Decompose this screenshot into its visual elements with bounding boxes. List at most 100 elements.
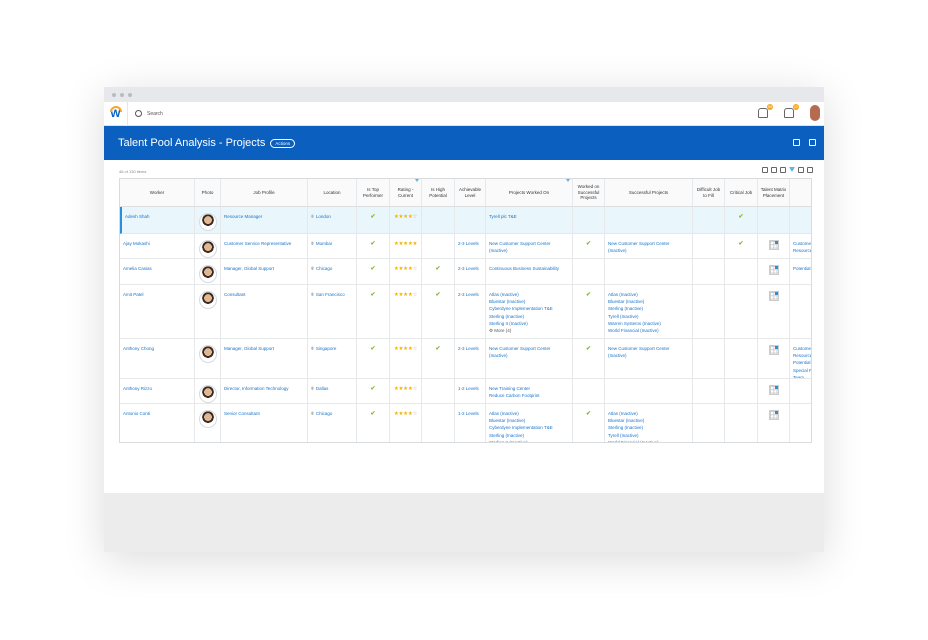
job-profile-link[interactable]: Customer Service Representative <box>224 241 292 246</box>
location-link[interactable]: ⬮ Mumbai <box>311 240 353 247</box>
successful-project-link[interactable]: World Financial (Inactive) <box>608 327 659 333</box>
table-row[interactable]: Ajay Mokashi Customer Service Representat… <box>120 234 811 259</box>
column-header[interactable]: Projects Worked On <box>486 179 573 206</box>
successful-project-link[interactable]: Bluestar (Inactive) <box>608 418 645 424</box>
successful-project-link[interactable]: Tyrell (Inactive) <box>608 432 639 438</box>
column-header[interactable]: Job Profile <box>221 179 308 206</box>
worker-photo[interactable] <box>198 410 217 428</box>
column-header[interactable]: Worker <box>120 179 195 206</box>
inbox-icon[interactable]: 12 <box>784 104 799 118</box>
extra-link[interactable]: Customer Resource <box>793 346 811 359</box>
excel-icon[interactable] <box>771 167 777 173</box>
successful-project-link[interactable]: Sterling (Inactive) <box>608 306 644 312</box>
column-header[interactable]: Is Top Performer <box>357 179 390 206</box>
project-link[interactable]: New Customer Support Center (Inactive) <box>489 346 551 359</box>
successful-project-link[interactable]: Sterling (Inactive) <box>608 425 644 431</box>
extra-link[interactable]: Potential I <box>793 360 811 366</box>
column-header[interactable]: Worked on Successful Projects <box>573 179 605 206</box>
worker-photo[interactable] <box>198 385 217 403</box>
table-row[interactable]: Anthony Rizzo Director, Information Techn… <box>120 379 811 404</box>
project-link[interactable]: Atlas (Inactive) <box>489 411 519 416</box>
print-icon[interactable] <box>809 139 816 146</box>
job-profile-link[interactable]: Manager, Global Support <box>224 346 275 351</box>
successful-project-link[interactable]: Bluestar (Inactive) <box>608 299 645 305</box>
worker-link[interactable]: Antonio Conti <box>123 411 151 416</box>
worker-link[interactable]: Anthony Chong <box>123 346 155 351</box>
project-link[interactable]: Cyberdyne Implementation T&E <box>489 306 553 312</box>
successful-project-link[interactable]: New Customer Support Center (Inactive) <box>608 346 670 359</box>
project-link[interactable]: Sterling II (Inactive) <box>489 439 528 443</box>
worker-link[interactable]: Amelia Casias <box>123 266 152 271</box>
column-header[interactable] <box>790 179 811 206</box>
location-link[interactable]: ⬮ London <box>311 213 353 220</box>
column-header[interactable]: Photo <box>195 179 221 206</box>
worker-link[interactable]: Anthony Rizzo <box>123 386 153 391</box>
table-row[interactable]: Amelia Casias Manager, Global Support ⬮ Chi… <box>120 259 811 285</box>
column-header[interactable]: Is High Potential <box>422 179 455 206</box>
job-profile-link[interactable]: Resource Manager <box>224 214 263 219</box>
column-header[interactable]: Talent Matrix Placement <box>758 179 790 206</box>
location-link[interactable]: ⬮ Chicago <box>311 265 353 272</box>
column-header[interactable]: Achievable Level <box>455 179 486 206</box>
project-link[interactable]: Atlas (Inactive) <box>489 292 519 297</box>
worker-photo[interactable] <box>198 213 217 231</box>
job-profile-link[interactable]: Manager, Global Support <box>224 266 275 271</box>
project-link[interactable]: Continuous Business Sustainability <box>489 266 560 271</box>
project-link[interactable]: Reduce Carbon Footprint <box>489 393 540 399</box>
achievable-level-link[interactable]: 2-3 Levels <box>458 346 479 351</box>
table-row[interactable]: Antonio Conti Senior Consultant ⬮ Chicago ✔ ★… <box>120 404 811 443</box>
talent-matrix-icon[interactable] <box>768 240 779 250</box>
worker-link[interactable]: Ajay Mokashi <box>123 241 150 246</box>
worker-photo[interactable] <box>198 240 217 258</box>
location-link[interactable]: ⬮ Singapore <box>311 345 353 352</box>
column-header[interactable]: Difficult Job to Fill <box>693 179 725 206</box>
worker-link[interactable]: Amit Patel <box>123 292 144 297</box>
column-header[interactable]: Critical Job <box>725 179 758 206</box>
location-link[interactable]: ⬮ San Francisco <box>311 291 353 298</box>
worker-photo[interactable] <box>198 345 217 363</box>
columns-icon[interactable] <box>798 167 804 173</box>
extra-link[interactable]: Customer Resource <box>793 241 811 254</box>
achievable-level-link[interactable]: 1-2 Levels <box>458 386 479 391</box>
more-link[interactable]: ⚙ More (4) <box>489 327 512 333</box>
table-row[interactable]: Amit Patel Consultant ⬮ San Francisco ✔ ★★★★☆… <box>120 285 811 339</box>
achievable-level-link[interactable]: 2-3 Levels <box>458 292 479 297</box>
search-input[interactable]: Search <box>135 110 163 117</box>
fullscreen-icon[interactable] <box>807 167 813 173</box>
successful-project-link[interactable]: Warren Systems (Inactive) <box>608 320 661 326</box>
worker-link[interactable]: Adesh Shah <box>125 214 150 219</box>
extra-link[interactable]: Potential I <box>793 266 811 271</box>
talent-matrix-icon[interactable] <box>768 385 779 395</box>
column-header[interactable]: Successful Projects <box>605 179 693 206</box>
actions-button[interactable]: Actions <box>270 138 296 148</box>
workday-logo[interactable]: W <box>104 101 128 126</box>
job-profile-link[interactable]: Consultant <box>224 292 246 297</box>
extra-link[interactable]: Special Pr Team <box>793 367 811 378</box>
table-row[interactable]: Anthony Chong Manager, Global Support ⬮ Sin… <box>120 339 811 379</box>
worker-photo[interactable] <box>198 291 217 309</box>
talent-matrix-icon[interactable] <box>768 265 779 275</box>
pdf-icon[interactable] <box>780 167 786 173</box>
bell-icon[interactable]: 99 <box>758 104 773 118</box>
achievable-level-link[interactable]: 2-3 Levels <box>458 266 479 271</box>
job-profile-link[interactable]: Senior Consultant <box>224 411 260 416</box>
export-excel-icon[interactable] <box>793 139 800 146</box>
project-link[interactable]: Bluestar (Inactive) <box>489 418 526 424</box>
column-header[interactable]: Rating - Current <box>390 179 422 206</box>
successful-project-link[interactable]: Atlas (Inactive) <box>608 292 638 297</box>
location-link[interactable]: ⬮ Chicago <box>311 410 353 417</box>
location-link[interactable]: ⬮ Dallas <box>311 385 353 392</box>
tag-icon[interactable] <box>762 167 768 173</box>
project-link[interactable]: New Training Center <box>489 386 531 391</box>
table-row[interactable]: Adesh Shah Resource Manager ⬮ London ✔ ★★★★☆ T… <box>120 207 811 234</box>
job-profile-link[interactable]: Director, Information Technology <box>224 386 289 391</box>
column-header[interactable]: Location <box>308 179 357 206</box>
project-link[interactable]: Sterling II (Inactive) <box>489 320 528 326</box>
talent-matrix-icon[interactable] <box>768 291 779 301</box>
achievable-level-link[interactable]: 1-2 Levels <box>458 411 479 416</box>
project-link[interactable]: Bluestar (Inactive) <box>489 299 526 305</box>
successful-project-link[interactable]: World Financial (Inactive) <box>608 439 659 443</box>
worker-photo[interactable] <box>198 265 217 283</box>
user-avatar[interactable] <box>810 105 820 121</box>
talent-matrix-icon[interactable] <box>768 410 779 420</box>
